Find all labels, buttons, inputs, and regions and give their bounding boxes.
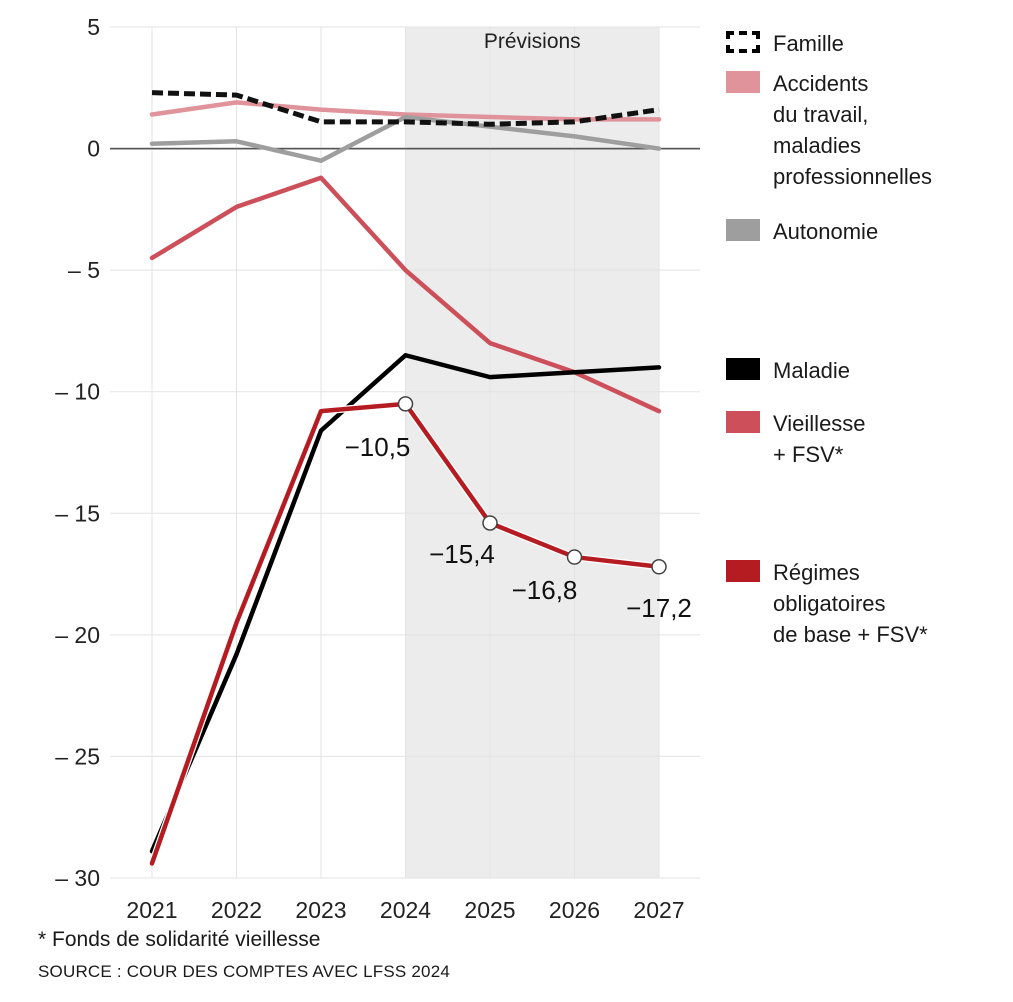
- y-tick-label: – 30: [55, 865, 100, 891]
- data-label: −15,4: [429, 539, 495, 569]
- data-label: −17,2: [626, 593, 692, 623]
- legend-label: Autonomie: [773, 219, 879, 244]
- legend-swatch-regimes: [726, 560, 760, 582]
- legend-swatch-maladie: [726, 358, 760, 380]
- legend-swatch-vieillesse: [726, 411, 760, 433]
- legend-item-regimes: Régimes obligatoires de base + FSV*: [726, 557, 928, 650]
- legend-swatch-autonomie: [726, 219, 760, 241]
- data-point-marker: [566, 549, 583, 565]
- x-tick-label: 2023: [295, 897, 346, 923]
- legend-item-famille: Famille: [726, 28, 844, 59]
- legend-swatch-accidents: [726, 71, 760, 93]
- y-tick-label: 0: [87, 136, 100, 162]
- series-line-accidents-du-travail-maladies-professionnelles: [149, 100, 662, 122]
- data-point-marker: [397, 396, 414, 412]
- x-tick-label: 2027: [633, 897, 684, 923]
- x-tick-label: 2026: [549, 897, 600, 923]
- legend-item-accidents: Accidents du travail, maladies professio…: [726, 68, 932, 192]
- x-tick-label: 2024: [380, 897, 431, 923]
- data-label: −10,5: [345, 432, 411, 462]
- series-line-famille: [151, 90, 660, 127]
- forecast-label: Prévisions: [484, 30, 581, 53]
- y-tick-label: – 5: [68, 257, 100, 283]
- forecast-region: [405, 27, 659, 878]
- x-tick-label: 2025: [464, 897, 515, 923]
- x-tick-label: 2021: [126, 897, 177, 923]
- legend-label: Vieillesse + FSV*: [773, 411, 866, 467]
- x-tick-label: 2022: [211, 897, 262, 923]
- legend-label: Famille: [773, 31, 844, 56]
- legend-label: Accidents du travail, maladies professio…: [773, 71, 932, 189]
- legend-item-vieillesse: Vieillesse + FSV*: [726, 408, 866, 470]
- legend-item-maladie: Maladie: [726, 355, 850, 386]
- data-label: −16,8: [512, 575, 578, 605]
- y-tick-label: – 25: [55, 743, 100, 769]
- y-tick-label: – 15: [55, 500, 100, 526]
- series-line-maladie: [149, 352, 662, 854]
- legend-swatch-famille: [726, 31, 760, 53]
- legend-label: Régimes obligatoires de base + FSV*: [773, 560, 928, 647]
- y-tick-label: – 20: [55, 622, 100, 648]
- y-tick-label: – 10: [55, 379, 100, 405]
- y-tick-label: 5: [87, 14, 100, 40]
- footnote: * Fonds de solidarité vieillesse: [38, 928, 321, 951]
- source-note: SOURCE : COUR DES COMPTES AVEC LFSS 2024: [38, 962, 451, 981]
- series-line-autonomie: [149, 114, 662, 163]
- legend-item-autonomie: Autonomie: [726, 216, 878, 247]
- data-point-marker: [482, 515, 498, 531]
- legend-label: Maladie: [773, 358, 851, 383]
- data-point-marker: [651, 559, 667, 575]
